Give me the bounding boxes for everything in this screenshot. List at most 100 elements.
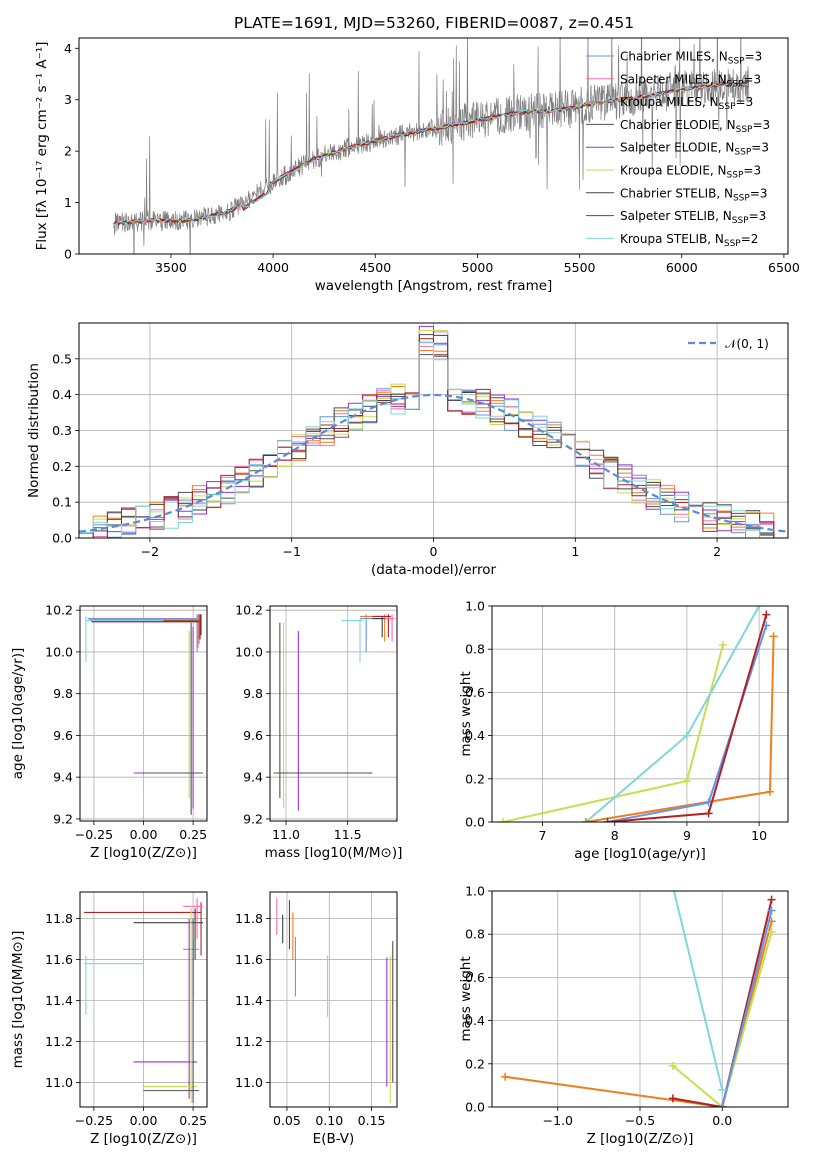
x-tick-label: 1 (571, 544, 579, 559)
histogram-kroupa-stelib (79, 342, 788, 538)
x-tick-label: 0.15 (358, 1113, 386, 1128)
y-tick-label: 11.0 (235, 1075, 263, 1090)
y-tick-label: 3 (64, 92, 72, 107)
axes-frame (491, 605, 789, 823)
model-line-salpeter-stelib (113, 82, 749, 226)
y-tick-label: 0.2 (52, 459, 72, 474)
legend-entry: Salpeter MILES, NSSP=3 (620, 72, 761, 89)
y-tick-label: 10.2 (235, 603, 263, 618)
x-tick-label: 5000 (462, 260, 494, 275)
series-line-kroupa-elodie (502, 644, 724, 822)
y-tick-label: 11.4 (235, 993, 263, 1008)
axes-frame (78, 322, 789, 539)
data-point (669, 883, 677, 891)
y-tick-label: 10.0 (235, 644, 263, 659)
y-tick-label: 0.0 (465, 815, 485, 830)
axes-frame (269, 891, 398, 1108)
y-tick-label: 9.8 (53, 686, 73, 701)
y-tick-label: 0.5 (52, 351, 72, 366)
data-point (762, 610, 771, 619)
axes-frame (79, 891, 208, 1108)
data-point (767, 906, 776, 915)
x-tick-label: 8 (611, 828, 619, 843)
x-tick-label: 11.0 (272, 827, 300, 842)
y-tick-label: 11.8 (235, 911, 263, 926)
axes-frame (491, 890, 789, 1108)
x-tick-label: 0.0 (712, 1113, 732, 1128)
axes-age-vs-mass: 11.0 11.5 9.2 9.4 9.6 9.8 10.0 10.2 mass [log10(… (235, 603, 402, 861)
plot-area (113, 38, 750, 254)
x-tick-label: 11.5 (334, 827, 362, 842)
y-tick-label: 0.6 (465, 685, 485, 700)
y-tick-label: 9.4 (243, 770, 263, 785)
data-point (581, 818, 590, 822)
x-axis-label: E(B-V) (313, 1131, 355, 1147)
y-tick-label: 0.8 (465, 927, 485, 942)
x-tick-label: 2 (713, 544, 721, 559)
figure-title: PLATE=1691, MJD=53260, FIBERID=0087, z=0… (234, 14, 634, 32)
series-line-salpeter-stelib (672, 899, 773, 1107)
y-axis-label: Flux [fλ 10⁻¹⁷ erg cm⁻² s⁻¹ A⁻¹] (34, 42, 50, 251)
x-tick-label: 4500 (359, 260, 391, 275)
series-line-kroupa-elodie (672, 931, 773, 1107)
y-tick-label: 1.0 (465, 599, 485, 614)
y-tick-label: 9.2 (243, 811, 263, 826)
grid (270, 892, 397, 1107)
x-axis-label: Z [log10(Z/Z⊙)] (90, 845, 197, 861)
y-tick-label: 0.6 (465, 970, 485, 985)
x-tick-label: −0.25 (75, 827, 113, 842)
legend-entry: Chabrier MILES, NSSP=3 (620, 50, 762, 67)
y-tick-label: 10.2 (45, 603, 73, 618)
x-tick-label: −1.0 (543, 1113, 573, 1128)
x-tick-label: −0.5 (625, 1113, 655, 1128)
data-point (719, 640, 728, 649)
data-point (668, 1094, 677, 1103)
x-tick-label: −2 (141, 544, 159, 559)
x-axis-label: age [log10(age/yr)] (574, 846, 706, 862)
data-point (767, 928, 776, 937)
y-tick-label: 11.8 (45, 911, 73, 926)
series-line-chabrier-miles (721, 910, 773, 1107)
x-tick-label: 7 (539, 828, 547, 843)
plot-area (83, 898, 204, 1103)
x-tick-label: 0 (430, 544, 438, 559)
legend-entry: Kroupa ELODIE, NSSP=3 (620, 164, 761, 181)
x-tick-label: 10 (751, 828, 767, 843)
x-axis-label: Z [log10(Z/Z⊙)] (90, 1131, 197, 1147)
y-tick-label: 4 (64, 41, 72, 56)
legend: Chabrier MILES, NSSP=3 Salpeter MILES, NS… (586, 50, 770, 249)
plot-area (79, 325, 788, 538)
normal-curve (79, 393, 788, 533)
y-tick-label: 0.4 (465, 728, 485, 743)
x-tick-label: 6000 (666, 260, 698, 275)
x-tick-label: 9 (683, 828, 691, 843)
legend-entry: 𝒩(0, 1) (725, 337, 769, 351)
y-tick-label: 0.0 (52, 531, 72, 546)
x-tick-label: −0.25 (75, 1113, 113, 1128)
axes-frame (269, 605, 398, 822)
plot-area (498, 606, 778, 822)
y-tick-label: 0.3 (52, 423, 72, 438)
data-point (682, 776, 691, 785)
x-tick-label: 6500 (768, 260, 800, 275)
axes-massweight-vs-Z: −1.0 −0.5 0.0 0.0 0.2 0.4 0.6 0.8 1.0 Z [log10(Z/… (458, 883, 789, 1147)
y-tick-label: 9.4 (53, 770, 73, 785)
y-tick-label: 1.0 (465, 884, 485, 899)
data-point (755, 606, 764, 610)
legend-entry: Kroupa MILES, NSSP=3 (620, 95, 753, 112)
y-tick-label: 9.6 (243, 728, 263, 743)
x-tick-label: 0.00 (130, 827, 158, 842)
y-tick-label: 11.4 (45, 993, 73, 1008)
series-line-kroupa-stelib (585, 606, 760, 822)
grid (80, 892, 207, 1107)
x-axis-label: mass [log10(M/M⊙)] (265, 845, 403, 861)
y-tick-label: 1 (64, 195, 72, 210)
data-point (704, 809, 713, 818)
axes-frame (79, 605, 208, 822)
axes-frame (78, 37, 789, 255)
y-tick-label: 11.2 (235, 1034, 263, 1049)
y-tick-label: 0.2 (465, 771, 485, 786)
data-point (603, 818, 612, 822)
legend-entry: Salpeter ELODIE, NSSP=3 (620, 141, 769, 158)
